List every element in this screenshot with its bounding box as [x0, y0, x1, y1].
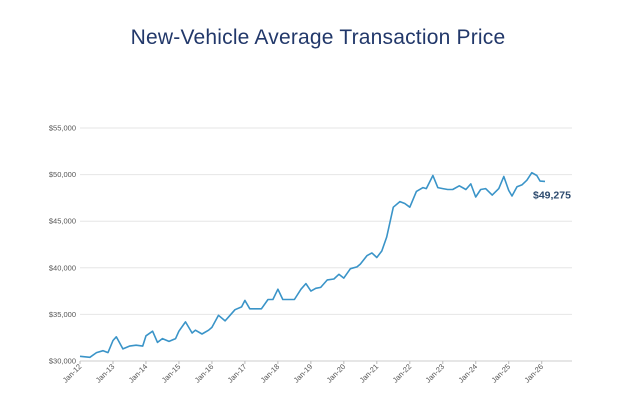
chart-title: New-Vehicle Average Transaction Price	[130, 26, 506, 49]
y-tick-label: $35,000	[49, 310, 76, 319]
y-tick-label: $30,000	[49, 357, 76, 366]
y-tick-label: $45,000	[49, 217, 76, 226]
x-tick-label: Jan-22	[391, 362, 414, 385]
x-tick-label: Jan-18	[259, 362, 282, 385]
y-tick-label: $55,000	[49, 124, 76, 133]
x-tick-label: Jan-15	[160, 362, 183, 385]
x-tick-label: Jan-19	[292, 362, 315, 385]
x-tick-label: Jan-13	[94, 362, 117, 385]
y-tick-label: $50,000	[49, 170, 76, 179]
x-tick-label: Jan-25	[490, 362, 513, 385]
x-tick-label: Jan-21	[358, 362, 381, 385]
y-axis-ticks: $30,000 $35,000 $40,000 $45,000 $50,000 $55,0…	[49, 124, 76, 366]
x-tick-label: Jan-20	[325, 362, 348, 385]
y-tick-label: $40,000	[49, 263, 76, 272]
series-line	[79, 171, 546, 359]
x-tick-label: Jan-26	[523, 362, 546, 385]
grid-lines	[80, 127, 572, 362]
x-tick-label: Jan-16	[193, 362, 216, 385]
x-tick-label: Jan-14	[127, 362, 150, 385]
x-tick-label: Jan-24	[457, 362, 480, 385]
x-axis-ticks: Jan-12 Jan-13 Jan-14 Jan-15 Jan-16 Jan-17 Jan-…	[61, 361, 545, 385]
x-tick-label: Jan-23	[424, 362, 447, 385]
x-tick-label: Jan-17	[226, 362, 249, 385]
end-value-label: $49,275	[533, 189, 571, 201]
